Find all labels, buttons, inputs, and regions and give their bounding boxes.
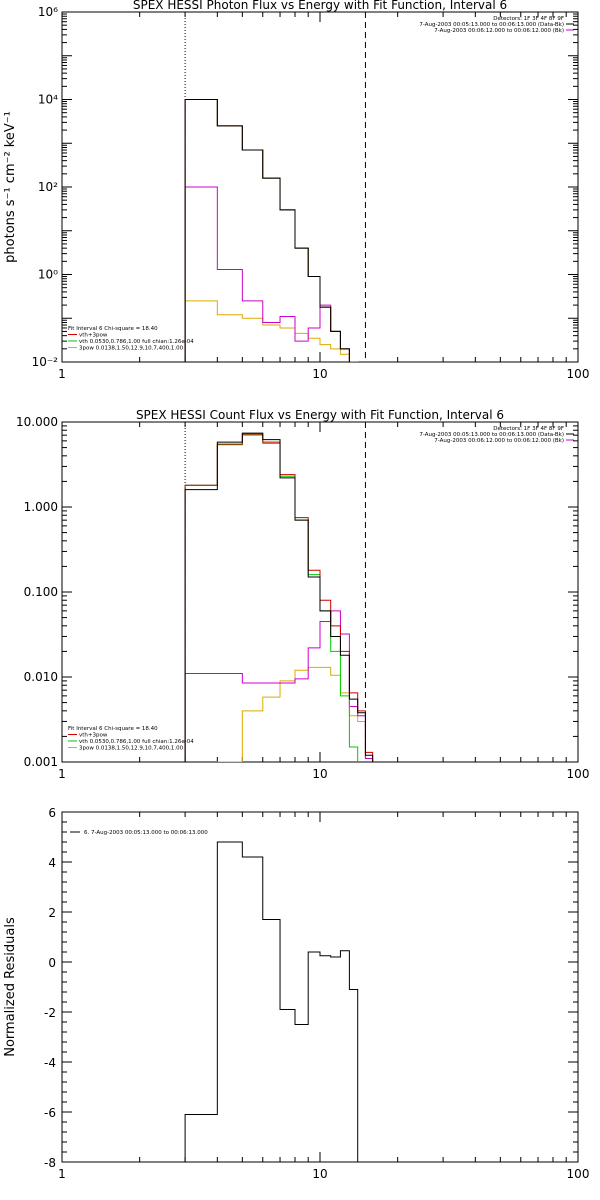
series-data-line [184,841,359,1162]
legend-top-right-text: 7-Aug-2003 00:05:13.000 to 00:06:13.000 … [419,432,564,438]
x-tick-label: 100 [567,767,590,781]
legend-bottom-left-text: Fit Interval 6 Chi-square = 18.40 [68,726,158,732]
chart-panel-2: SPEX HESSI Count Flux vs Energy with Fit… [16,408,589,781]
y-tick-label: 10⁰ [38,268,58,282]
series-data-line [184,99,350,362]
legend-bottom-left-text: vth 0.0530,0.786,1.00 full chian:1.26e-0… [79,339,194,345]
y-tick-label: 1.000 [24,500,58,514]
y-tick-label: 10² [38,180,58,194]
y-tick-label: 10.000 [16,415,58,429]
legend-top-right-text: 7-Aug-2003 00:05:13.000 to 00:06:13.000 … [419,22,564,28]
series-data-line [184,432,374,762]
chart-panel-1: SPEX HESSI Photon Flux vs Energy with Fi… [3,0,589,381]
x-tick-label: 100 [567,1167,590,1181]
x-tick-label: 1 [58,1167,66,1181]
legend-top-right-text: 7-Aug-2003 00:06:12.000 to 00:06:12.000 … [434,28,564,34]
y-tick-label: 0.010 [24,670,58,684]
x-tick-label: 100 [567,367,590,381]
y-tick-label: 4 [48,856,56,870]
legend-bottom-left-text: 3pow 0.0138,1.50,12.9,10.7,400,1.00 [79,746,184,752]
legend-top-right-text: Detectors: 1F 3F 4F 8F 9F [493,16,564,22]
chart-panel-3: 1 10 100 6 4 2 0 -2 -4 -6 -8 Normalized Residuals 6.… [3,806,589,1181]
legend-top-left-text: 6. 7-Aug-2003 00:05:13.000 to 00:06:13.0… [84,830,208,836]
series-third-line [216,666,374,762]
series-nonthermal-line [184,610,374,762]
y-tick-label: 0.100 [24,585,58,599]
legend-bottom-left-text: vth+3pow [79,333,108,339]
x-tick-label: 10 [312,1167,327,1181]
y-tick-label: -4 [44,1056,56,1070]
series-group [184,841,359,1162]
chart-title: SPEX HESSI Count Flux vs Energy with Fit… [136,408,504,422]
y-tick-label: 0.001 [24,755,58,769]
series-group [184,432,374,762]
series-nonthermal-line [184,186,359,362]
legend-bottom-left-text: vth+3pow [79,733,108,739]
y-axis-title: Normalized Residuals [3,917,18,1057]
x-tick-label: 10 [312,767,327,781]
y-tick-label: 0 [48,956,56,970]
legend-bottom-left-text: vth 0.0530,0.786,1.00 full chian:1.26e-0… [79,739,194,745]
legend-top-right-text: 7-Aug-2003 00:06:12.000 to 00:06:12.000 … [434,438,564,444]
y-tick-label: 10⁶ [38,5,58,19]
y-tick-label: 2 [48,906,56,920]
y-tick-label: -2 [44,1006,56,1020]
series-third-line [184,300,359,362]
y-tick-label: -8 [44,1156,56,1170]
y-tick-label: 10⁴ [38,93,58,107]
y-tick-label: -6 [44,1106,56,1120]
y-tick-label: 6 [48,806,56,820]
series-vth-line [184,99,350,362]
y-tick-label: 10⁻² [32,355,59,369]
plot-frame [61,811,579,1163]
x-tick-label: 1 [58,767,66,781]
x-tick-label: 10 [312,367,327,381]
x-tick-label: 1 [58,367,66,381]
series-total-line [184,99,350,362]
legend-bottom-left-text: 3pow 0.0138,1.50,12.9,10.7,400,1.00 [79,346,184,352]
chart-title: SPEX HESSI Photon Flux vs Energy with Fi… [133,0,507,12]
y-axis-title: photons s⁻¹ cm⁻² keV⁻¹ [3,111,18,263]
series-group [184,99,359,362]
series-total-line [184,433,374,762]
legend-bottom-left-text: Fit Interval 6 Chi-square = 18.40 [68,326,158,332]
legend-top-right-text: Detectors: 1F 3F 4F 8F 9F [493,426,564,432]
